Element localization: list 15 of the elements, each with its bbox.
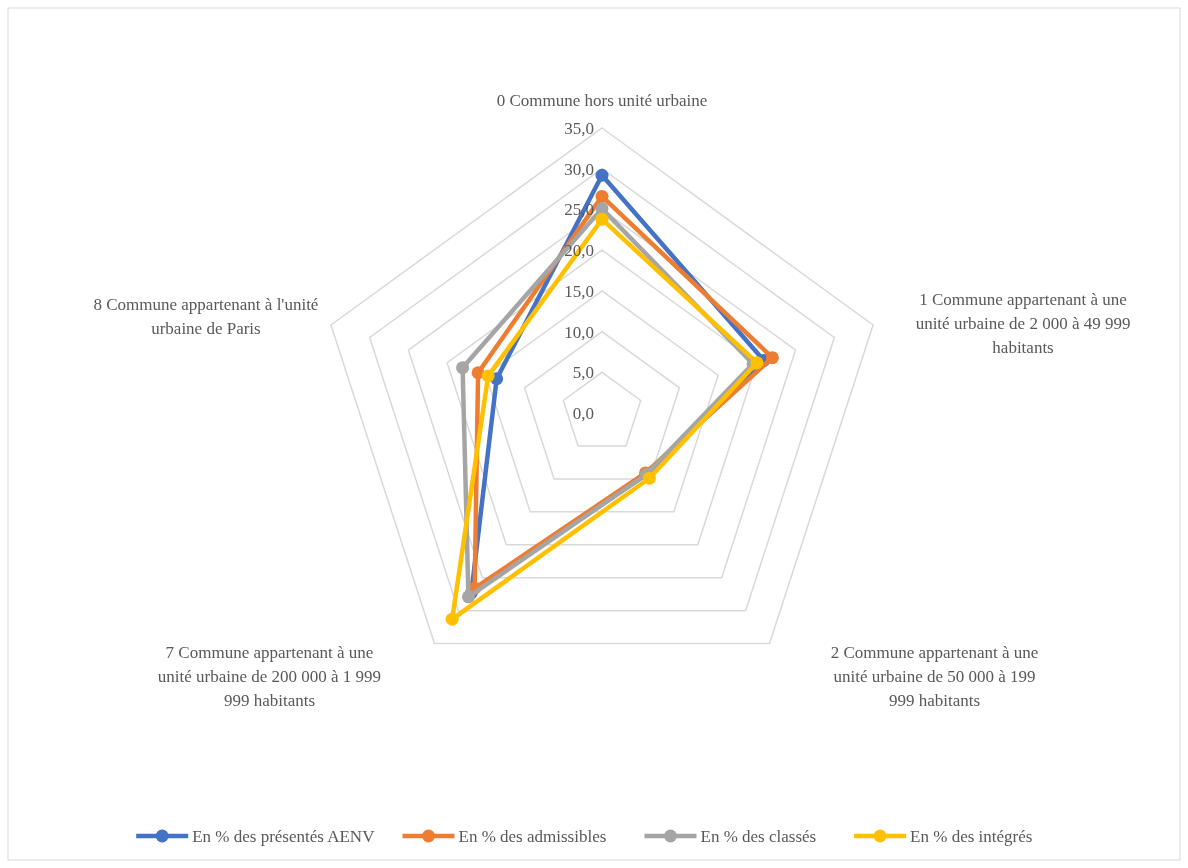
y-tick-label: 0,0 bbox=[572, 404, 594, 423]
y-tick-label: 5,0 bbox=[572, 363, 594, 383]
legend-label: En % des classés bbox=[700, 827, 817, 846]
y-tick-label: 30,0 bbox=[564, 159, 594, 179]
y-tick-label: 35,0 bbox=[564, 119, 594, 138]
legend-label: En % des intégrés bbox=[910, 827, 1033, 846]
spoke-label: 2 Commune appartenant à une unité urbaine de 50 000 à 199 999 habitants bbox=[830, 642, 1039, 710]
spoke-label: 8 Commune appartenant à l'unité urbaine de Paris bbox=[93, 294, 319, 338]
y-tick-label: 10,0 bbox=[564, 322, 594, 342]
spoke-label: 1 Commune appartenant à une unité urbaine de 2 000 à 49 999 habitants bbox=[915, 289, 1131, 357]
spoke-label: 0 Commune hors unité urbaine bbox=[496, 91, 708, 110]
spoke-label: 7 Commune appartenant à une unité urbaine de 200 000 à 1 999 999 habitants bbox=[157, 642, 382, 710]
legend-label: En % des présentés AENV bbox=[192, 827, 376, 846]
legend-label: En % des admissibles bbox=[458, 827, 607, 846]
y-tick-label: 15,0 bbox=[564, 281, 594, 301]
